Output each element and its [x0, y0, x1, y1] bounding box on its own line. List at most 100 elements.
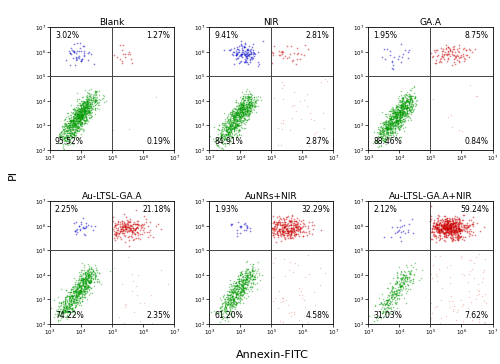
- Point: [382, 298, 390, 304]
- Point: [75, 276, 83, 282]
- Point: [64, 130, 72, 136]
- Point: [81, 104, 89, 110]
- Point: [402, 111, 409, 116]
- Point: [70, 120, 78, 126]
- Point: [54, 308, 62, 314]
- Point: [432, 47, 440, 52]
- Point: [54, 311, 62, 317]
- Point: [374, 130, 382, 136]
- Point: [252, 94, 260, 100]
- Point: [244, 107, 252, 113]
- Point: [380, 305, 388, 311]
- Point: [240, 285, 248, 291]
- Point: [405, 91, 413, 96]
- Point: [224, 136, 232, 142]
- Point: [58, 124, 66, 130]
- Point: [74, 282, 82, 288]
- Point: [240, 100, 248, 106]
- Point: [120, 222, 128, 228]
- Point: [270, 232, 278, 238]
- Point: [136, 223, 144, 229]
- Point: [227, 126, 235, 132]
- Point: [73, 103, 81, 108]
- Point: [69, 283, 77, 289]
- Point: [249, 102, 257, 107]
- Point: [82, 114, 90, 120]
- Point: [70, 113, 78, 119]
- Point: [399, 118, 407, 124]
- Point: [231, 110, 239, 115]
- Point: [274, 232, 282, 238]
- Point: [248, 273, 256, 278]
- Point: [233, 112, 241, 118]
- Point: [283, 226, 291, 232]
- Point: [56, 312, 64, 317]
- Point: [286, 234, 294, 240]
- Point: [398, 122, 406, 128]
- Point: [400, 282, 408, 288]
- Point: [243, 290, 251, 296]
- Point: [396, 283, 404, 289]
- Point: [244, 95, 252, 100]
- Point: [443, 226, 451, 232]
- Point: [58, 314, 66, 320]
- Point: [396, 115, 404, 120]
- Point: [392, 119, 400, 125]
- Point: [377, 131, 385, 137]
- Point: [396, 126, 404, 132]
- Point: [230, 304, 238, 309]
- Point: [402, 99, 410, 105]
- Point: [86, 101, 94, 107]
- Point: [382, 118, 390, 123]
- Point: [226, 292, 234, 298]
- Point: [77, 283, 85, 289]
- Point: [301, 223, 309, 229]
- Point: [393, 115, 401, 121]
- Point: [294, 226, 302, 232]
- Point: [220, 138, 228, 144]
- Point: [404, 96, 412, 102]
- Point: [62, 123, 70, 129]
- Point: [396, 108, 404, 114]
- Point: [222, 127, 230, 133]
- Point: [232, 280, 240, 286]
- Point: [240, 111, 248, 117]
- Point: [282, 228, 290, 234]
- Point: [77, 122, 85, 128]
- Point: [125, 228, 133, 234]
- Point: [88, 95, 96, 101]
- Point: [218, 303, 226, 309]
- Point: [270, 43, 278, 49]
- Point: [78, 102, 86, 108]
- Point: [239, 277, 247, 283]
- Point: [74, 128, 82, 134]
- Point: [398, 286, 406, 292]
- Point: [120, 224, 128, 230]
- Point: [69, 106, 77, 112]
- Point: [78, 112, 86, 118]
- Point: [237, 103, 245, 109]
- Point: [73, 108, 81, 114]
- Point: [450, 228, 458, 234]
- Point: [448, 229, 456, 234]
- Point: [240, 43, 248, 49]
- Point: [379, 128, 387, 134]
- Point: [70, 289, 78, 295]
- Point: [270, 232, 278, 238]
- Point: [78, 111, 86, 116]
- Point: [224, 130, 232, 136]
- Point: [396, 116, 404, 122]
- Point: [320, 125, 328, 131]
- Point: [56, 134, 64, 140]
- Point: [60, 130, 68, 135]
- Point: [84, 109, 92, 115]
- Point: [70, 115, 78, 121]
- Point: [429, 232, 437, 237]
- Point: [82, 100, 90, 106]
- Point: [64, 132, 72, 138]
- Point: [236, 38, 244, 44]
- Point: [230, 286, 237, 292]
- Point: [76, 288, 84, 293]
- Point: [281, 236, 289, 242]
- Point: [132, 229, 140, 235]
